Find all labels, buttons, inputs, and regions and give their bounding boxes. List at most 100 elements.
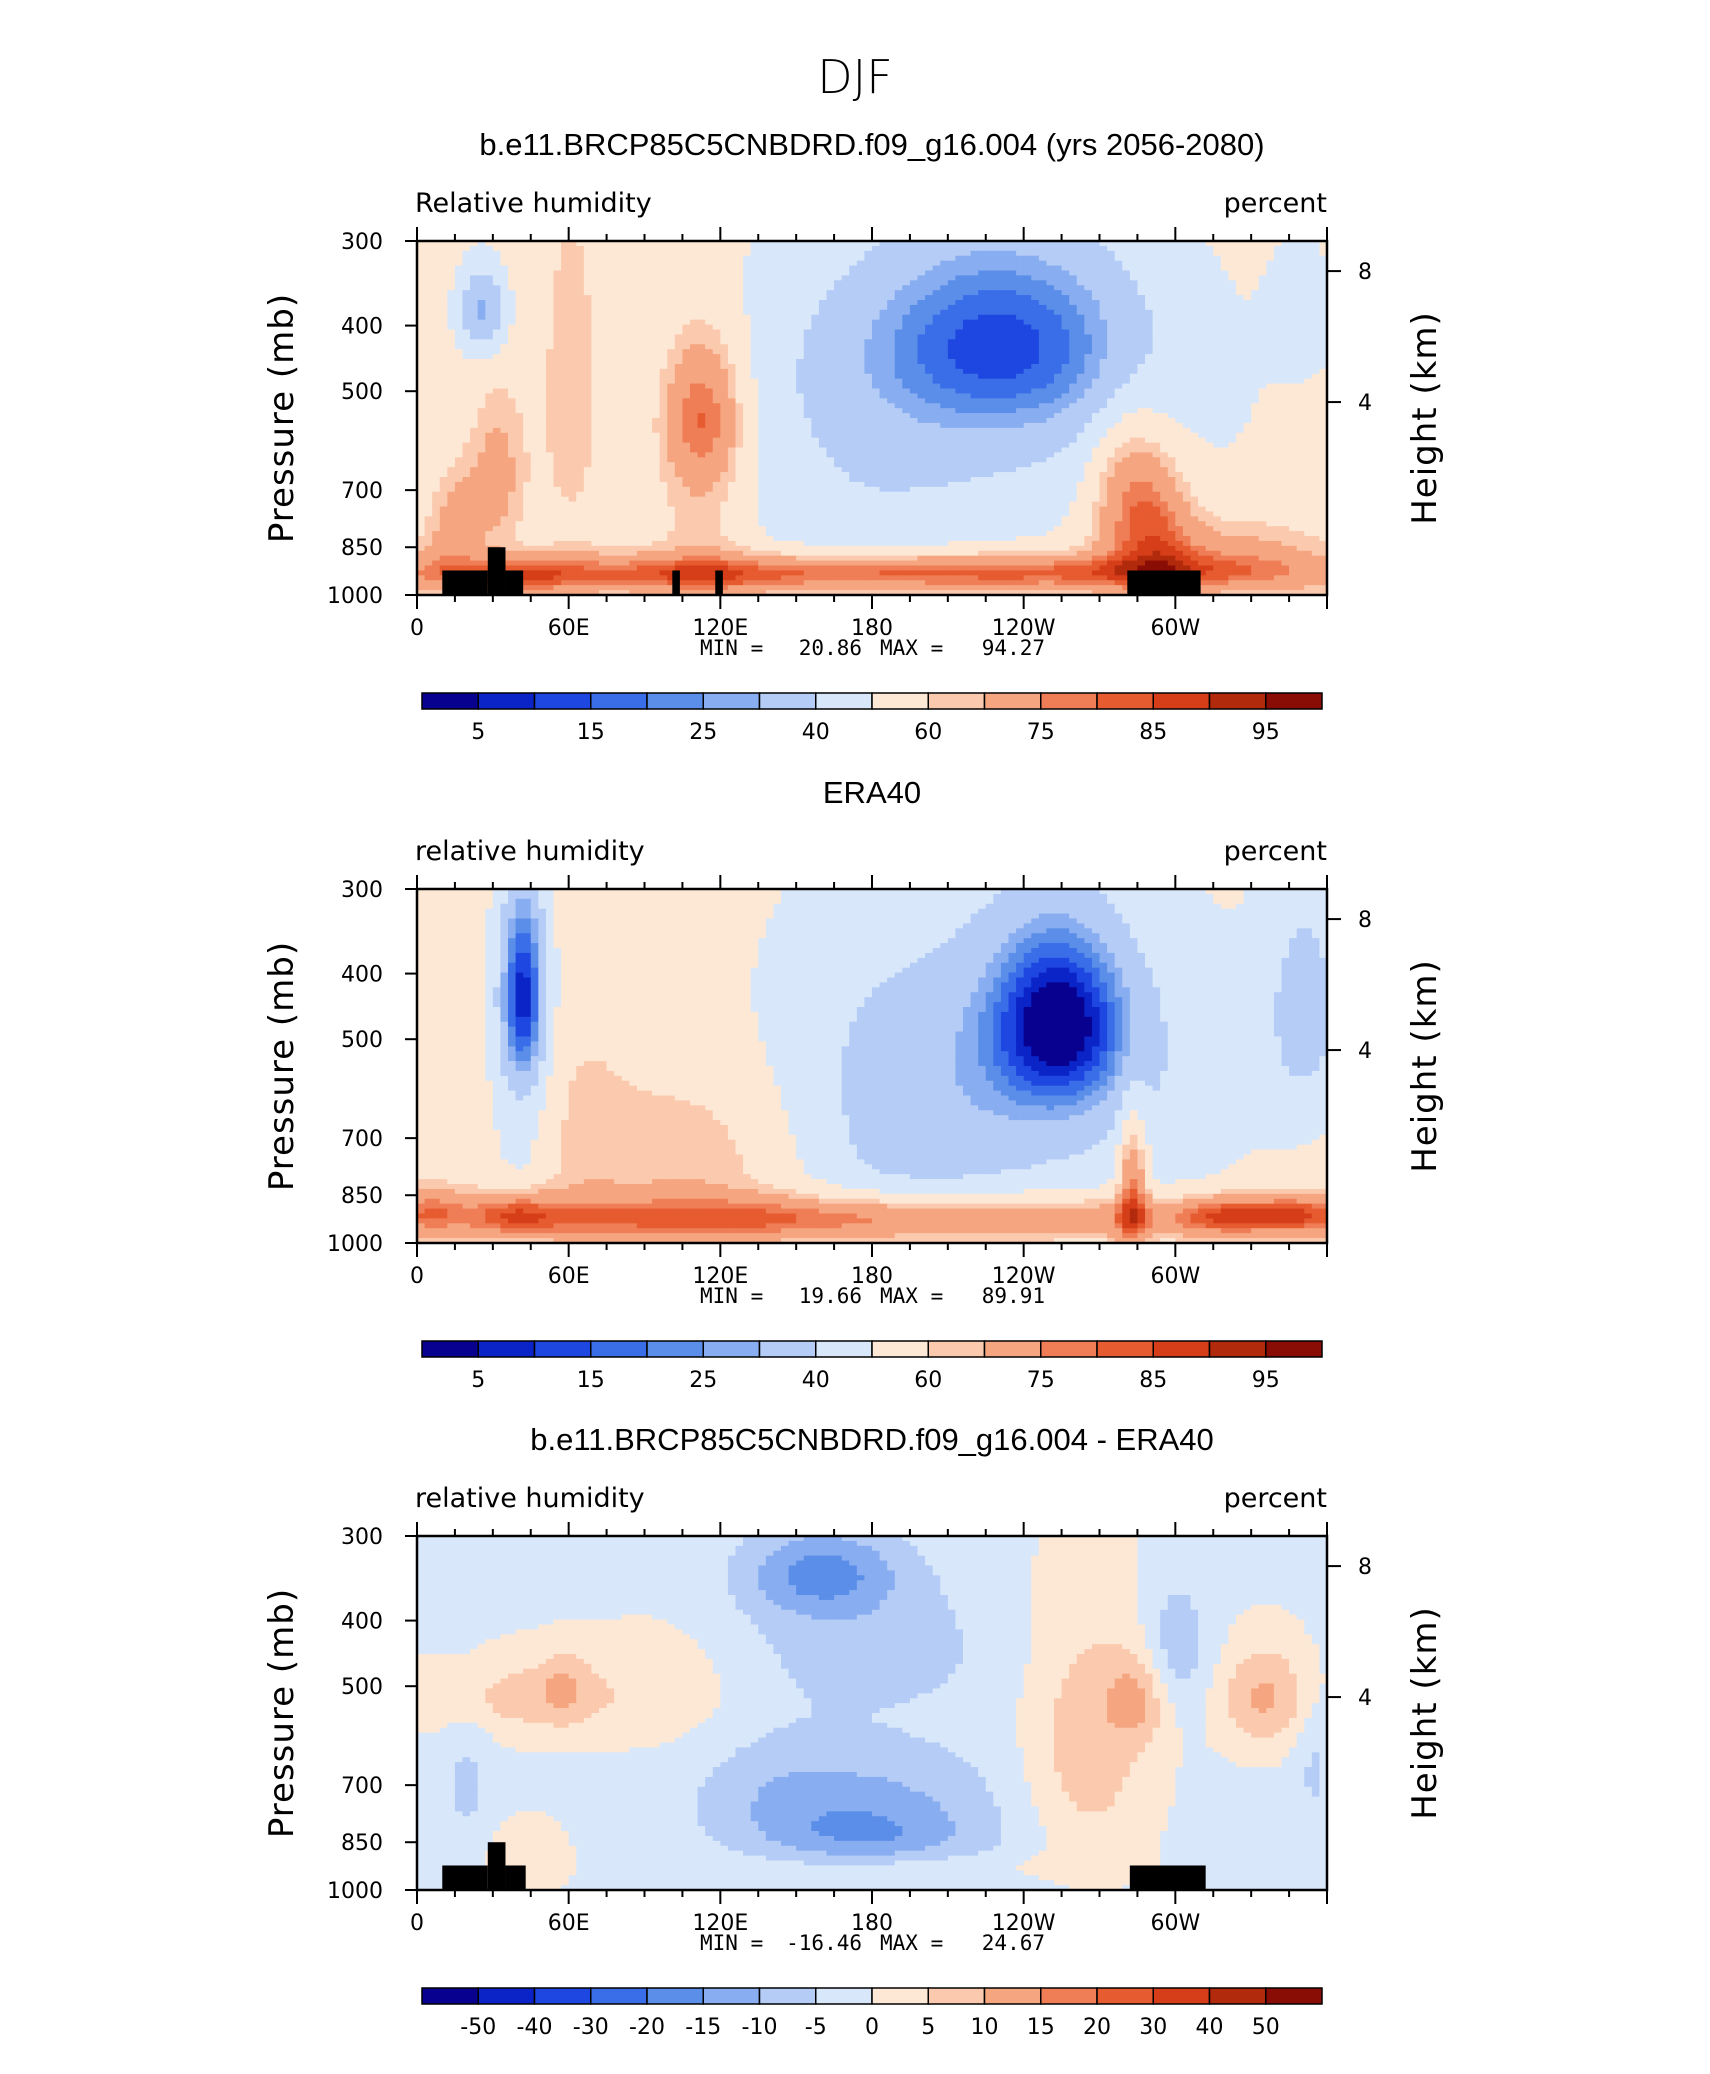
heatmap-cell	[424, 388, 433, 395]
heatmap-cell	[940, 295, 949, 301]
heatmap-cell	[1129, 349, 1139, 355]
heatmap-cell	[781, 418, 790, 424]
heatmap-cell	[1038, 427, 1048, 434]
heatmap-cell	[568, 349, 577, 355]
heatmap-cell	[796, 290, 805, 296]
heatmap-cell	[447, 354, 456, 360]
heatmap-cell	[773, 309, 782, 316]
heatmap-cell	[690, 403, 699, 409]
heatmap-cell	[477, 270, 486, 277]
heatmap-cell	[932, 255, 941, 262]
heatmap-cell	[606, 314, 615, 321]
heatmap-cell	[568, 339, 577, 345]
heatmap-cell	[758, 403, 767, 409]
heatmap-cell	[1319, 290, 1328, 296]
heatmap-cell	[432, 250, 441, 257]
heatmap-cell	[1038, 373, 1048, 380]
heatmap-cell	[864, 255, 873, 262]
heatmap-cell	[599, 378, 608, 385]
heatmap-cell	[538, 304, 547, 311]
heatmap-cell	[424, 275, 433, 281]
heatmap-cell	[963, 427, 972, 434]
heatmap-cell	[1236, 319, 1245, 326]
heatmap-cell	[773, 324, 782, 331]
heatmap-cell	[1266, 295, 1275, 301]
heatmap-cell	[1198, 334, 1207, 340]
heatmap-cell	[902, 422, 911, 429]
heatmap-cell	[993, 295, 1002, 301]
heatmap-cell	[917, 245, 926, 252]
heatmap-cell	[1122, 432, 1131, 439]
heatmap-cell	[454, 255, 464, 262]
heatmap-cell	[1129, 260, 1139, 267]
heatmap-cell	[894, 359, 903, 365]
heatmap-cell	[712, 314, 721, 321]
heatmap-cell	[985, 255, 994, 262]
heatmap-cell	[849, 295, 858, 301]
heatmap-cell	[940, 241, 949, 247]
heatmap-cell	[1160, 373, 1169, 380]
heatmap-cell	[803, 349, 812, 355]
heatmap-cell	[1000, 383, 1010, 390]
heatmap-cell	[538, 422, 547, 429]
heatmap-cell	[1016, 300, 1025, 306]
heatmap-cell	[1311, 432, 1321, 439]
heatmap-cell	[636, 437, 646, 444]
heatmap-cell	[803, 329, 812, 336]
heatmap-cell	[1243, 398, 1252, 404]
heatmap-cell	[978, 388, 987, 395]
heatmap-cell	[417, 363, 426, 370]
heatmap-cell	[1182, 319, 1192, 326]
heatmap-cell	[674, 339, 684, 345]
heatmap-cell	[1311, 359, 1321, 365]
heatmap-cell	[1281, 408, 1290, 414]
heatmap-cell	[530, 393, 539, 399]
heatmap-cell	[636, 280, 646, 286]
heatmap-cell	[1084, 383, 1093, 390]
heatmap-cell	[606, 255, 615, 262]
heatmap-cell	[1190, 422, 1199, 429]
heatmap-cell	[1304, 398, 1313, 404]
heatmap-cell	[652, 368, 661, 375]
heatmap-cell	[1304, 300, 1313, 306]
heatmap-cell	[682, 265, 691, 272]
heatmap-cell	[955, 280, 964, 286]
heatmap-cell	[1319, 300, 1328, 306]
heatmap-cell	[1069, 314, 1078, 321]
heatmap-cell	[682, 319, 691, 326]
heatmap-cell	[454, 442, 464, 449]
heatmap-cell	[1251, 250, 1260, 257]
heatmap-cell	[826, 334, 835, 340]
heatmap-cell	[1175, 418, 1184, 424]
heatmap-cell	[735, 295, 744, 301]
heatmap-cell	[424, 329, 433, 336]
heatmap-cell	[1281, 250, 1290, 257]
heatmap-cell	[894, 403, 903, 409]
heatmap-cell	[758, 388, 767, 395]
heatmap-cell	[1129, 359, 1139, 365]
heatmap-cell	[856, 290, 866, 296]
heatmap-cell	[1296, 339, 1305, 345]
heatmap-cell	[1046, 265, 1055, 272]
heatmap-cell	[1160, 304, 1169, 311]
heatmap-cell	[841, 339, 850, 345]
heatmap-cell	[803, 422, 812, 429]
heatmap-cell	[750, 398, 759, 404]
heatmap-cell	[606, 378, 615, 385]
heatmap-cell	[872, 334, 881, 340]
heatmap-cell	[1167, 285, 1176, 291]
heatmap-cell	[659, 319, 668, 326]
heatmap-cell	[1016, 437, 1025, 444]
heatmap-cell	[690, 359, 699, 365]
heatmap-cell	[583, 304, 593, 311]
heatmap-cell	[621, 422, 630, 429]
heatmap-cell	[856, 437, 866, 444]
heatmap-cell	[515, 265, 524, 272]
heatmap-cell	[1000, 304, 1010, 311]
heatmap-cell	[788, 368, 797, 375]
heatmap-cell	[644, 280, 653, 286]
heatmap-cell	[553, 275, 562, 281]
heatmap-cell	[781, 241, 790, 247]
heatmap-cell	[743, 265, 752, 272]
heatmap-cell	[1145, 383, 1154, 390]
